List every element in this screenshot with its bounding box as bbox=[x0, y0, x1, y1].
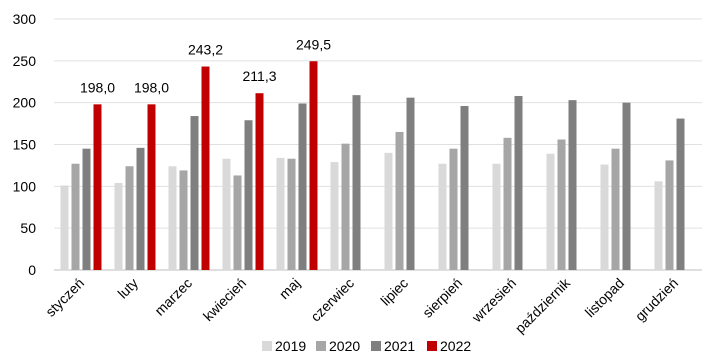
y-tick-label: 300 bbox=[13, 11, 37, 27]
x-category-label: wrzesień bbox=[468, 275, 519, 326]
x-category-label: styczeń bbox=[42, 275, 87, 320]
legend-label: 2022 bbox=[440, 338, 471, 354]
bar-2019 bbox=[492, 163, 501, 270]
bar-2019 bbox=[168, 166, 177, 270]
x-category-label: listopad bbox=[582, 275, 627, 320]
bar-2020 bbox=[449, 148, 458, 270]
legend-swatch-2019 bbox=[262, 341, 272, 351]
bar-2021 bbox=[82, 148, 91, 270]
bar-2021 bbox=[622, 102, 631, 271]
legend-label: 2019 bbox=[275, 338, 306, 354]
legend-swatch-2021 bbox=[371, 341, 381, 351]
data-label: 243,2 bbox=[188, 42, 223, 58]
y-tick-label: 250 bbox=[13, 53, 37, 69]
bar-2021 bbox=[514, 95, 523, 271]
legend-label: 2021 bbox=[384, 338, 415, 354]
bar-2020 bbox=[287, 158, 296, 270]
legend-label: 2020 bbox=[329, 338, 360, 354]
bar-2020 bbox=[125, 166, 134, 270]
bar-2020 bbox=[179, 170, 188, 270]
y-tick-label: 50 bbox=[20, 220, 36, 236]
legend-swatch-2022 bbox=[427, 341, 437, 351]
bar-2022 bbox=[255, 93, 264, 270]
bar-2022 bbox=[201, 66, 210, 270]
x-category-label: październik bbox=[512, 274, 574, 336]
data-label: 198,0 bbox=[134, 79, 169, 95]
bar-2021 bbox=[190, 116, 199, 270]
y-tick-label: 200 bbox=[13, 95, 37, 111]
bar-2019 bbox=[60, 185, 69, 270]
data-label: 211,3 bbox=[243, 68, 277, 84]
bar-2021 bbox=[298, 103, 307, 271]
bar-2020 bbox=[557, 139, 566, 270]
x-category-label: marzec bbox=[151, 275, 195, 319]
bar-2019 bbox=[114, 182, 123, 270]
x-axis: styczeń luty marzec kwiecień maj czerwiec lipi… bbox=[42, 274, 681, 336]
y-tick-label: 100 bbox=[13, 178, 37, 194]
bar-2020 bbox=[611, 148, 620, 270]
bar-2020 bbox=[341, 143, 350, 270]
x-category-label: czerwiec bbox=[307, 275, 357, 325]
x-category-label: kwiecień bbox=[200, 275, 249, 324]
bar-2021 bbox=[568, 100, 577, 270]
bar-2019 bbox=[654, 181, 663, 270]
bar-2022 bbox=[309, 61, 318, 271]
x-category-label: sierpień bbox=[419, 275, 465, 321]
legend-swatch-2020 bbox=[316, 341, 326, 351]
bar-2020 bbox=[665, 160, 674, 270]
data-label: 198,0 bbox=[80, 79, 115, 95]
bar-2020 bbox=[503, 137, 512, 270]
x-category-label: grudzień bbox=[632, 275, 681, 324]
y-axis: 0 50 100 150 200 250 300 bbox=[13, 11, 37, 278]
bar-2021 bbox=[136, 147, 145, 270]
bar-2022 bbox=[93, 104, 102, 270]
x-category-label: lipiec bbox=[377, 275, 411, 309]
x-category-label: maj bbox=[276, 275, 303, 302]
bars bbox=[60, 61, 685, 271]
bar-2021 bbox=[676, 118, 685, 271]
bar-2022 bbox=[147, 104, 156, 270]
x-category-label: luty bbox=[114, 275, 141, 302]
bar-2019 bbox=[438, 163, 447, 270]
bar-2019 bbox=[546, 153, 555, 270]
bar-2019 bbox=[600, 164, 609, 270]
bar-2019 bbox=[330, 162, 339, 270]
bar-2019 bbox=[222, 158, 231, 270]
bar-2019 bbox=[384, 152, 393, 270]
legend: 2019 2020 2021 2022 bbox=[262, 338, 471, 354]
bar-2021 bbox=[406, 97, 415, 270]
bar-2020 bbox=[71, 163, 80, 270]
bar-2021 bbox=[460, 106, 469, 270]
bar-2019 bbox=[276, 157, 285, 270]
data-label: 249,5 bbox=[296, 36, 331, 52]
bar-2021 bbox=[244, 120, 253, 270]
y-tick-label: 150 bbox=[13, 137, 37, 153]
gridlines bbox=[54, 18, 702, 271]
bar-2020 bbox=[233, 175, 242, 270]
data-labels: 198,0 198,0 243,2 211,3 249,5 bbox=[80, 36, 331, 95]
y-tick-label: 0 bbox=[28, 262, 36, 278]
bar-2021 bbox=[352, 95, 361, 271]
bar-2020 bbox=[395, 131, 404, 270]
